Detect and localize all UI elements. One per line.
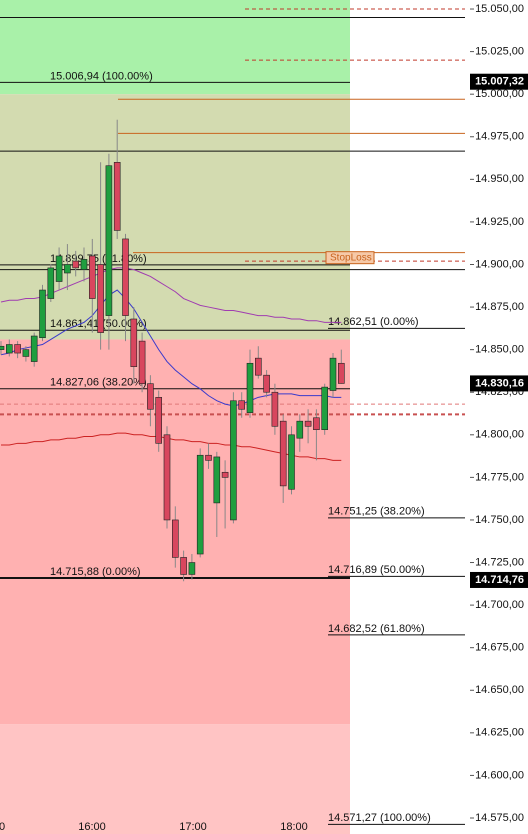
y-tick-label: 15.025,00 — [475, 46, 524, 58]
candle-body — [172, 519, 179, 558]
candle-body — [147, 383, 154, 410]
candle-body — [138, 340, 146, 385]
candle-body — [255, 357, 262, 376]
y-tick-label: 14.875,00 — [475, 301, 524, 313]
candle-body — [196, 454, 204, 555]
price-marker — [470, 571, 528, 588]
candle-body — [130, 318, 138, 367]
candle-body — [288, 434, 295, 490]
y-tick-label: 14.575,00 — [475, 812, 524, 824]
candle-body — [64, 264, 71, 274]
candle-body — [72, 260, 79, 269]
candle-body — [304, 420, 312, 427]
candle-body — [113, 162, 121, 231]
y-tick-label: 14.725,00 — [475, 556, 524, 568]
candle-body — [47, 267, 55, 299]
price-marker — [470, 73, 528, 90]
candle-body — [80, 259, 88, 270]
candle-body — [122, 238, 129, 316]
price-marker-label: 14.714,76 — [475, 574, 524, 586]
candle-body — [205, 454, 212, 461]
fib-label: 14.715,88 (0.00%) — [50, 566, 141, 578]
candle-body — [213, 456, 221, 504]
y-tick-label: 14.900,00 — [475, 258, 524, 270]
stop-loss-label: StopLoss — [330, 252, 372, 263]
candle-body — [329, 357, 337, 391]
candle-body — [246, 362, 254, 413]
candle-body — [14, 344, 21, 354]
candle-body — [238, 400, 245, 410]
candle-body — [180, 557, 187, 575]
fib-label: 14.571,27 (100.00%) — [328, 812, 431, 824]
zone — [0, 94, 350, 340]
candle-body — [313, 417, 320, 430]
candle-body — [0, 345, 5, 350]
y-tick-label: 14.650,00 — [475, 684, 524, 696]
y-tick-label: 15.050,00 — [475, 3, 524, 15]
y-tick-label: 14.675,00 — [475, 642, 524, 654]
y-tick-label: 14.950,00 — [475, 173, 524, 185]
zone — [0, 0, 350, 95]
price-marker-label: 14.830,16 — [475, 377, 524, 389]
y-tick-label: 14.850,00 — [475, 344, 524, 356]
fib-label: 15.006,94 (100.00%) — [50, 70, 153, 82]
y-tick-label: 15.000,00 — [475, 88, 524, 100]
candle-body — [30, 335, 38, 362]
y-tick-label: 14.700,00 — [475, 599, 524, 611]
candle-body — [321, 386, 329, 430]
candle-body — [221, 471, 229, 478]
fib-label: 14.716,89 (50.00%) — [328, 564, 425, 576]
candle-body — [279, 420, 287, 487]
moving-average — [0, 289, 342, 407]
y-tick-label: 14.625,00 — [475, 727, 524, 739]
y-tick-label: 14.925,00 — [475, 216, 524, 228]
y-tick-label: 14.750,00 — [475, 514, 524, 526]
moving-average — [0, 267, 342, 323]
fib-label: 14.682,52 (61.80%) — [328, 623, 425, 635]
x-tick-label: 16:00 — [78, 821, 106, 833]
fib-label: 14.827,06 (38.20%) — [50, 377, 147, 389]
candle-body — [39, 289, 46, 339]
zone — [0, 724, 350, 834]
y-tick-label: 14.775,00 — [475, 471, 524, 483]
candle-body — [296, 420, 304, 439]
fib-label: 14.862,51 (0.00%) — [328, 316, 419, 328]
x-tick-label: 17:00 — [179, 821, 207, 833]
candle-body — [263, 374, 270, 393]
candle-body — [337, 362, 345, 384]
fib-label: 14.899,75 (61.80%) — [50, 253, 147, 265]
candle-body — [6, 344, 13, 354]
y-tick-label: 14.800,00 — [475, 429, 524, 441]
stop-loss-box — [325, 251, 375, 265]
candle-body — [155, 397, 162, 444]
price-marker-label: 15.007,32 — [475, 76, 524, 88]
candle-body — [55, 255, 63, 282]
x-tick-label: 0 — [0, 821, 5, 833]
candle-body — [230, 400, 237, 521]
candle-body — [188, 562, 196, 575]
y-tick-label: 14.975,00 — [475, 131, 524, 143]
candle-body — [163, 434, 171, 521]
candle-body — [97, 264, 104, 333]
candle-body — [271, 391, 279, 427]
candle-body — [22, 349, 30, 357]
candle-body — [89, 255, 96, 299]
y-tick-label: 14.600,00 — [475, 769, 524, 781]
fib-label: 14.751,25 (38.20%) — [328, 506, 425, 518]
price-marker — [470, 375, 528, 392]
candle-body — [105, 165, 113, 316]
x-tick-label: 18:00 — [280, 821, 308, 833]
